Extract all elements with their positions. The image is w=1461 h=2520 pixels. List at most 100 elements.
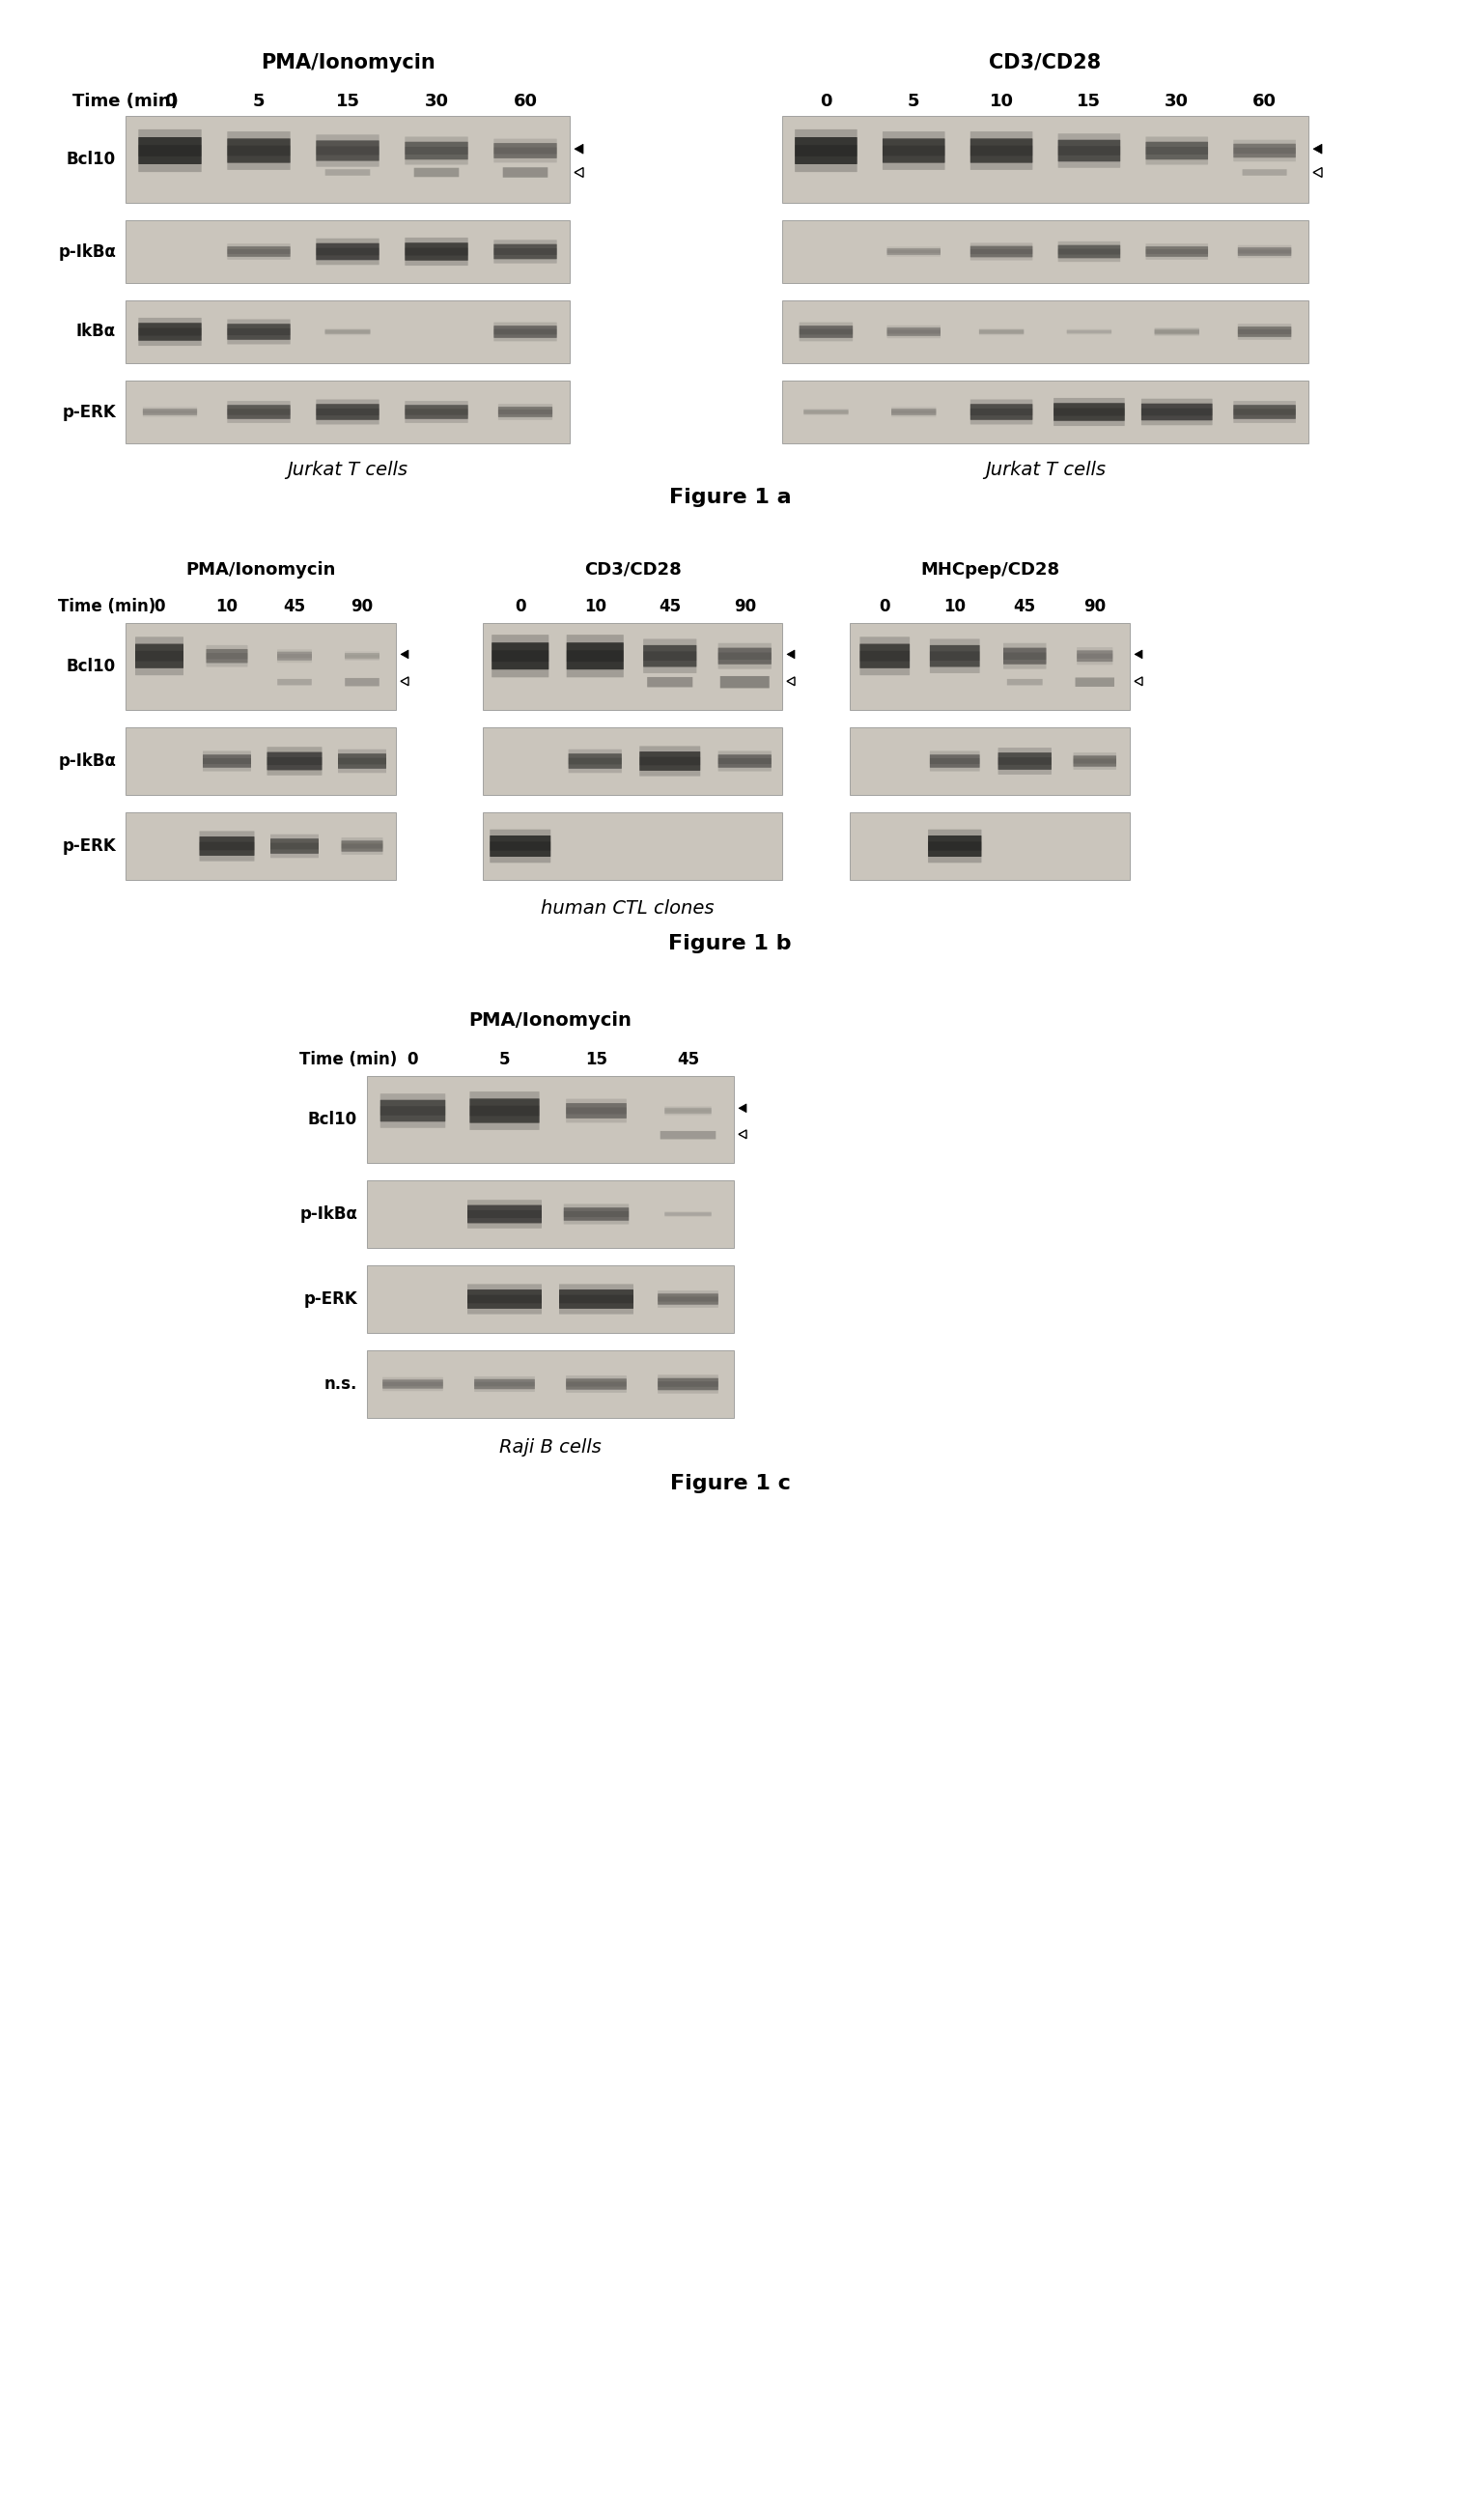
FancyBboxPatch shape <box>795 136 858 164</box>
FancyBboxPatch shape <box>565 1376 627 1386</box>
Polygon shape <box>787 678 795 685</box>
Polygon shape <box>1135 650 1143 658</box>
FancyBboxPatch shape <box>228 323 291 340</box>
Bar <box>850 728 1129 794</box>
FancyBboxPatch shape <box>568 753 622 769</box>
FancyBboxPatch shape <box>564 1207 628 1220</box>
FancyBboxPatch shape <box>228 328 291 345</box>
FancyBboxPatch shape <box>795 146 858 171</box>
FancyBboxPatch shape <box>278 655 311 663</box>
FancyBboxPatch shape <box>1077 648 1113 658</box>
FancyBboxPatch shape <box>565 1099 627 1114</box>
FancyBboxPatch shape <box>494 323 557 335</box>
Text: Figure 1 a: Figure 1 a <box>669 489 792 507</box>
FancyBboxPatch shape <box>799 330 853 340</box>
FancyBboxPatch shape <box>1053 403 1125 421</box>
FancyBboxPatch shape <box>657 1290 719 1303</box>
FancyBboxPatch shape <box>657 1293 719 1305</box>
FancyBboxPatch shape <box>228 249 291 260</box>
Text: 45: 45 <box>1014 597 1036 615</box>
FancyBboxPatch shape <box>143 406 197 413</box>
FancyBboxPatch shape <box>882 139 945 164</box>
Text: n.s.: n.s. <box>324 1376 358 1394</box>
FancyBboxPatch shape <box>494 249 557 265</box>
FancyBboxPatch shape <box>1004 653 1046 668</box>
Polygon shape <box>739 1129 747 1139</box>
FancyBboxPatch shape <box>928 829 982 852</box>
FancyBboxPatch shape <box>887 249 941 255</box>
Bar <box>782 219 1309 282</box>
FancyBboxPatch shape <box>1154 328 1199 333</box>
FancyBboxPatch shape <box>1233 401 1296 416</box>
FancyBboxPatch shape <box>970 242 1033 255</box>
FancyBboxPatch shape <box>494 239 557 255</box>
FancyBboxPatch shape <box>489 829 551 852</box>
FancyBboxPatch shape <box>503 166 548 176</box>
FancyBboxPatch shape <box>1077 653 1113 665</box>
FancyBboxPatch shape <box>560 1285 634 1303</box>
FancyBboxPatch shape <box>1004 643 1046 660</box>
Text: 60: 60 <box>513 93 538 111</box>
FancyBboxPatch shape <box>494 139 557 154</box>
FancyBboxPatch shape <box>206 653 248 668</box>
FancyBboxPatch shape <box>278 650 311 658</box>
FancyBboxPatch shape <box>383 1378 443 1389</box>
FancyBboxPatch shape <box>887 325 941 333</box>
FancyBboxPatch shape <box>799 325 853 338</box>
FancyBboxPatch shape <box>970 398 1033 416</box>
FancyBboxPatch shape <box>657 1378 719 1391</box>
FancyBboxPatch shape <box>475 1378 535 1389</box>
Text: Raji B cells: Raji B cells <box>500 1439 602 1457</box>
FancyBboxPatch shape <box>643 645 697 668</box>
Text: 5: 5 <box>500 1051 510 1068</box>
FancyBboxPatch shape <box>228 244 291 255</box>
FancyBboxPatch shape <box>492 650 549 678</box>
FancyBboxPatch shape <box>1237 247 1292 257</box>
FancyBboxPatch shape <box>380 1106 446 1129</box>
FancyBboxPatch shape <box>1233 149 1296 161</box>
Text: 45: 45 <box>676 1051 700 1068</box>
Text: 15: 15 <box>586 1051 608 1068</box>
FancyBboxPatch shape <box>337 753 386 769</box>
FancyBboxPatch shape <box>143 408 197 416</box>
FancyBboxPatch shape <box>665 1109 712 1114</box>
FancyBboxPatch shape <box>413 169 459 176</box>
FancyBboxPatch shape <box>882 131 945 156</box>
FancyBboxPatch shape <box>1237 328 1292 338</box>
FancyBboxPatch shape <box>998 748 1052 766</box>
FancyBboxPatch shape <box>278 653 311 660</box>
FancyBboxPatch shape <box>139 318 202 335</box>
Bar <box>482 811 782 879</box>
FancyBboxPatch shape <box>475 1376 535 1386</box>
FancyBboxPatch shape <box>342 837 383 849</box>
FancyBboxPatch shape <box>316 408 380 423</box>
Bar <box>482 728 782 794</box>
FancyBboxPatch shape <box>717 759 771 771</box>
FancyBboxPatch shape <box>1233 408 1296 423</box>
Text: PMA/Ionomycin: PMA/Ionomycin <box>469 1011 633 1031</box>
FancyBboxPatch shape <box>1058 139 1121 161</box>
Text: 30: 30 <box>424 93 449 111</box>
Bar <box>126 811 396 879</box>
Text: Bcl10: Bcl10 <box>308 1111 358 1129</box>
Text: 10: 10 <box>944 597 966 615</box>
FancyBboxPatch shape <box>475 1381 535 1391</box>
FancyBboxPatch shape <box>405 237 468 255</box>
FancyBboxPatch shape <box>228 401 291 416</box>
Text: PMA/Ionomycin: PMA/Ionomycin <box>260 53 435 73</box>
FancyBboxPatch shape <box>468 1200 542 1217</box>
FancyBboxPatch shape <box>498 406 552 418</box>
FancyBboxPatch shape <box>468 1290 542 1308</box>
Text: 10: 10 <box>216 597 238 615</box>
Text: 90: 90 <box>351 597 373 615</box>
FancyBboxPatch shape <box>316 242 380 260</box>
Text: p-ERK: p-ERK <box>61 837 115 854</box>
Text: Figure 1 c: Figure 1 c <box>669 1474 790 1494</box>
FancyBboxPatch shape <box>380 1094 446 1116</box>
FancyBboxPatch shape <box>206 650 248 663</box>
FancyBboxPatch shape <box>203 759 251 771</box>
FancyBboxPatch shape <box>199 842 254 862</box>
Polygon shape <box>787 650 795 658</box>
FancyBboxPatch shape <box>139 328 202 345</box>
FancyBboxPatch shape <box>929 640 980 660</box>
